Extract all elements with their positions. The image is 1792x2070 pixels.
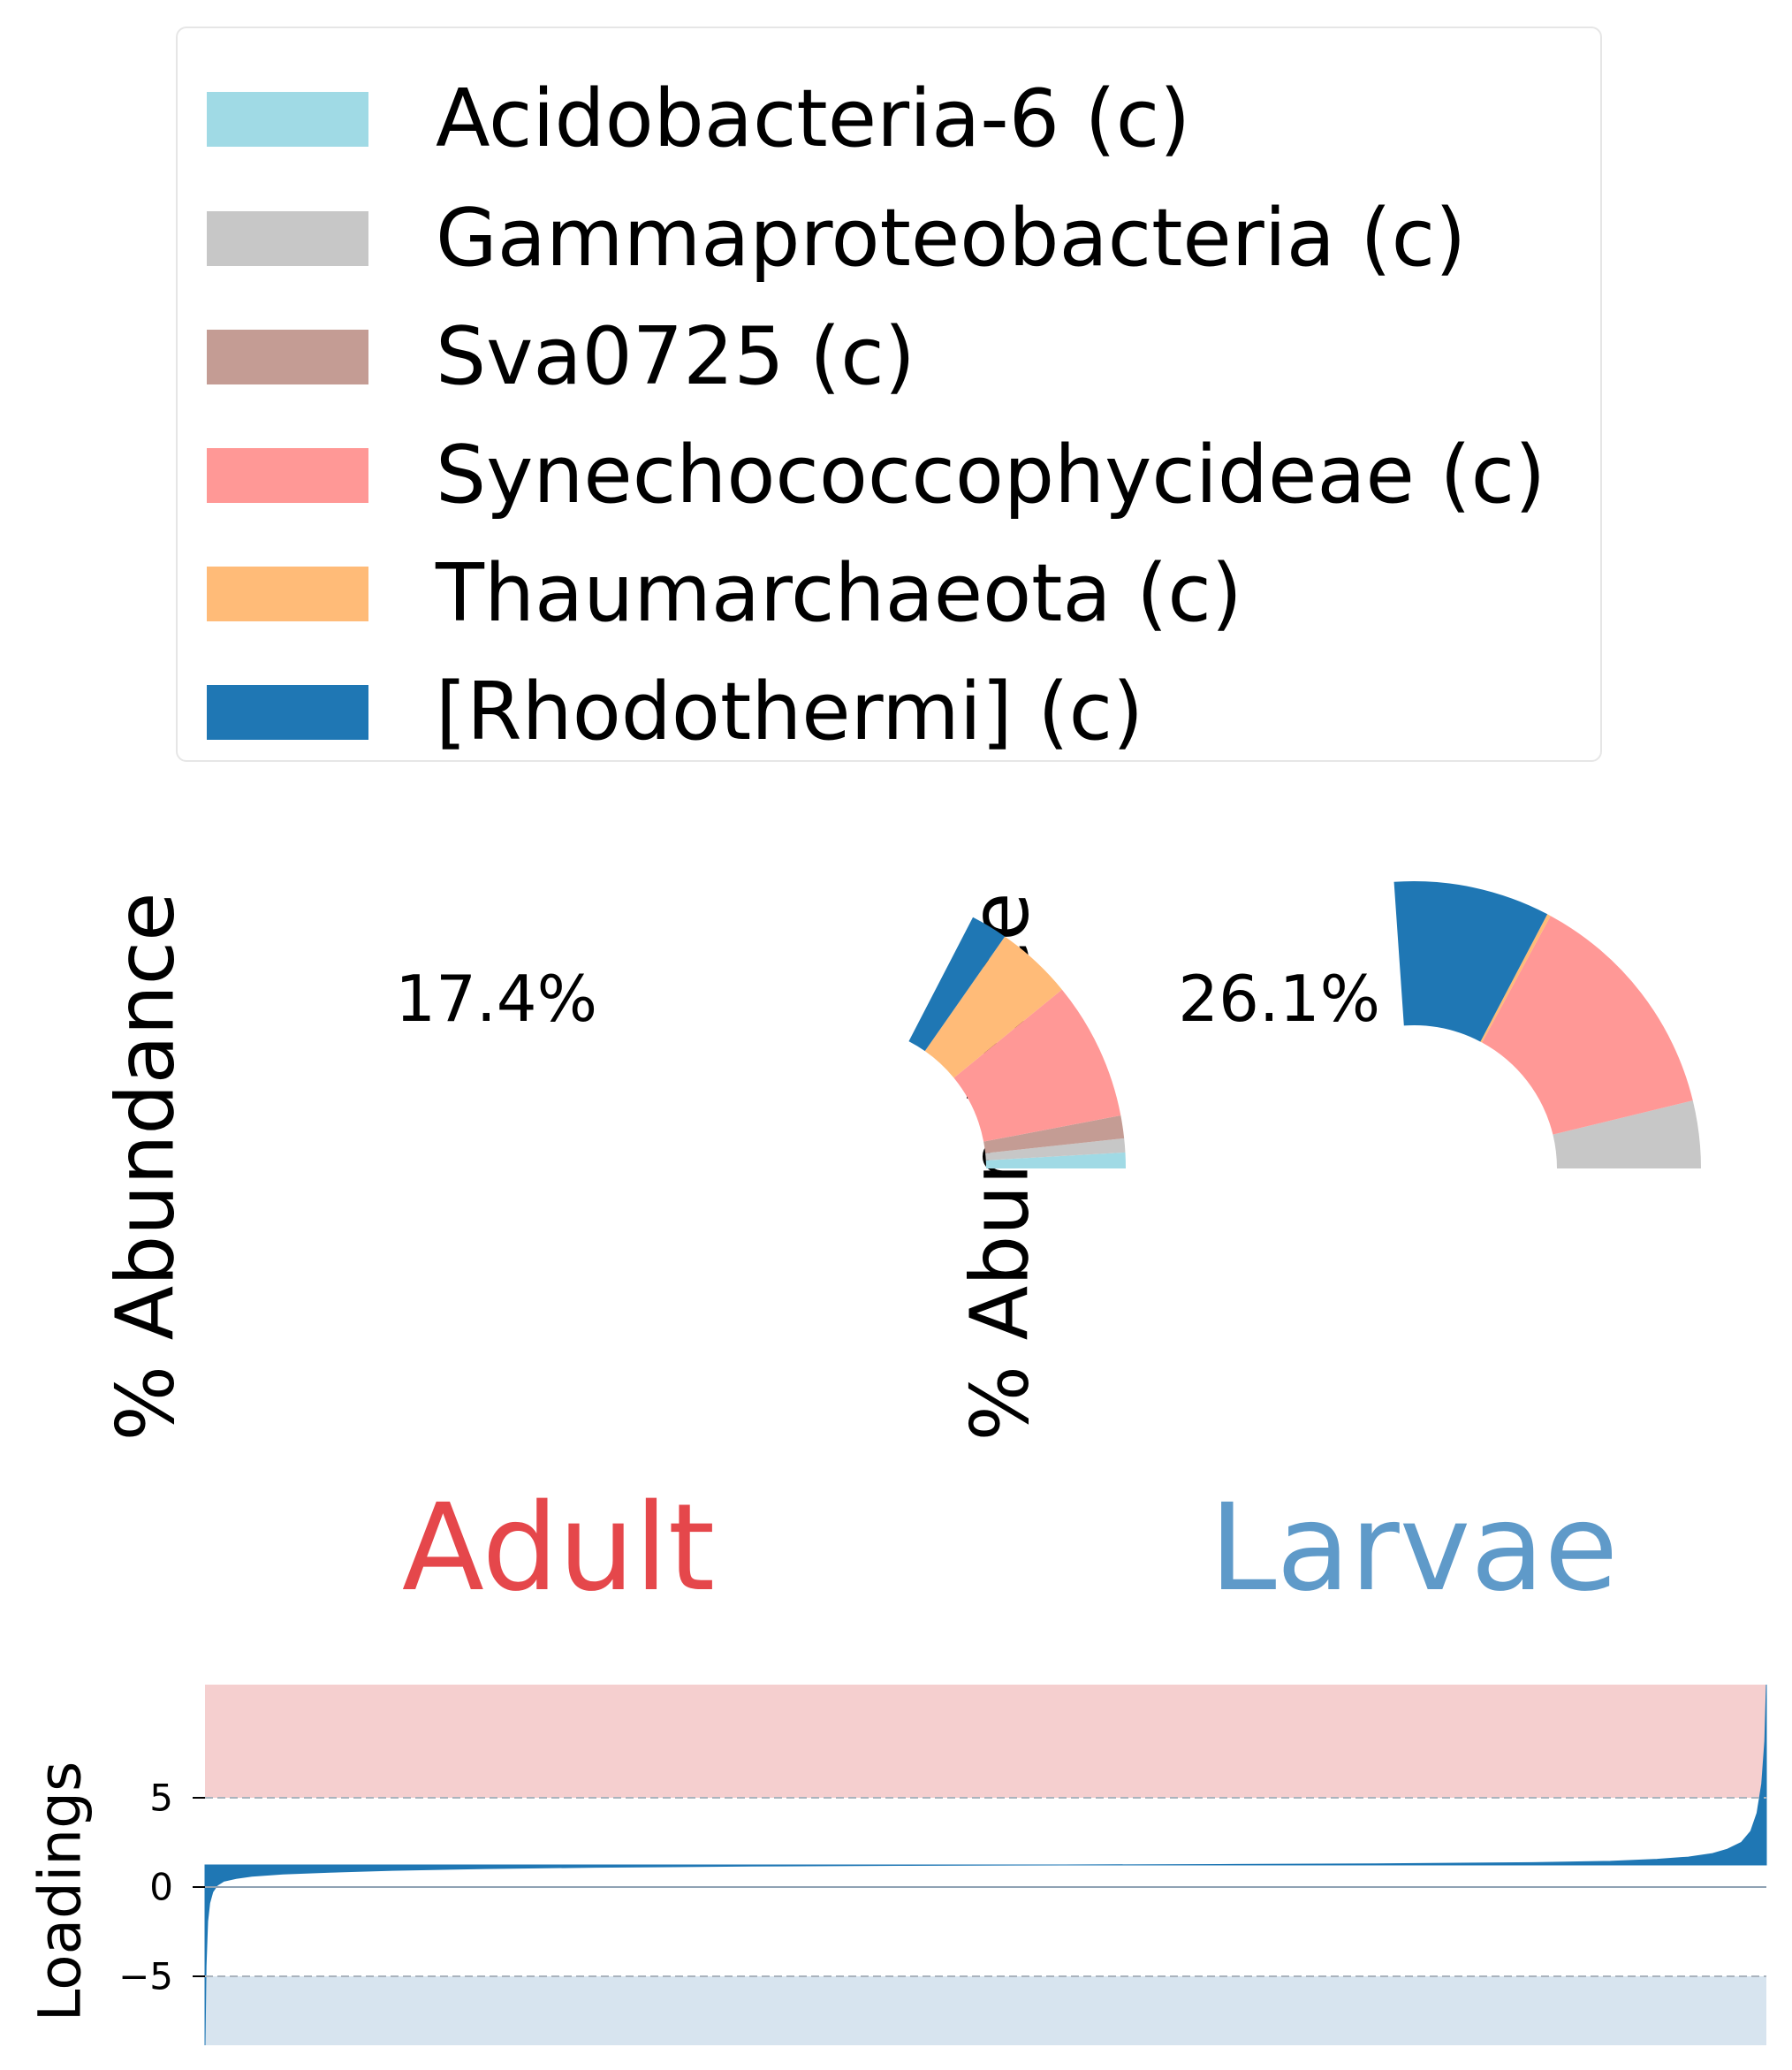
pie-wedge (1553, 1100, 1701, 1168)
legend-item: [Rhodothermi] (c) (207, 673, 1143, 752)
adult-pie (908, 917, 1126, 1168)
pie-wedge (1482, 916, 1693, 1135)
pie-wedge (985, 1152, 1126, 1168)
legend-swatch (207, 448, 368, 503)
upper-threshold-band (205, 1685, 1766, 1798)
loadings-y-axis-label: Loadings (26, 1761, 95, 2022)
legend-label: [Rhodothermi] (c) (436, 666, 1144, 758)
y-tick-label: 5 (149, 1776, 173, 1820)
legend-label: Sva0725 (c) (436, 310, 915, 403)
larvae-group-label: Larvae (1209, 1479, 1619, 1618)
pie-wedge (1480, 914, 1551, 1043)
lower-threshold-band (205, 1976, 1766, 2045)
pie-wedge (983, 1115, 1125, 1153)
legend-swatch (207, 92, 368, 147)
legend-label: Acidobacteria-6 (c) (436, 72, 1191, 165)
adult-group-label: Adult (401, 1479, 716, 1618)
y-tick-label: −5 (118, 1954, 173, 1998)
larvae-pie (1393, 881, 1701, 1168)
pie-wedge (908, 917, 1006, 1052)
legend-label: Synechococcophycideae (c) (436, 429, 1546, 521)
y-tick-label: 0 (149, 1865, 173, 1909)
legend-swatch (207, 685, 368, 740)
pie-wedge (924, 936, 1062, 1078)
legend-item: Acidobacteria-6 (c) (207, 80, 1190, 159)
legend-label: Gammaproteobacteria (c) (436, 192, 1467, 285)
legend-item: Gammaproteobacteria (c) (207, 199, 1466, 278)
loadings-area (204, 1684, 1767, 2046)
legend-swatch (207, 330, 368, 384)
pie-wedge (985, 1138, 1126, 1161)
pie-wedge (953, 989, 1121, 1142)
legend-item: Synechococcophycideae (c) (207, 436, 1545, 515)
pie-wedge (1393, 881, 1548, 1042)
adult-total-label: 17.4% (395, 962, 597, 1036)
legend-item: Sva0725 (c) (207, 317, 915, 397)
legend-swatch (207, 211, 368, 266)
legend-swatch (207, 567, 368, 621)
legend-item: Thaumarchaeota (c) (207, 554, 1242, 634)
larvae-total-label: 26.1% (1178, 962, 1380, 1036)
legend-label: Thaumarchaeota (c) (436, 547, 1242, 640)
legend: Acidobacteria-6 (c) Gammaproteobacteria … (176, 27, 1602, 762)
